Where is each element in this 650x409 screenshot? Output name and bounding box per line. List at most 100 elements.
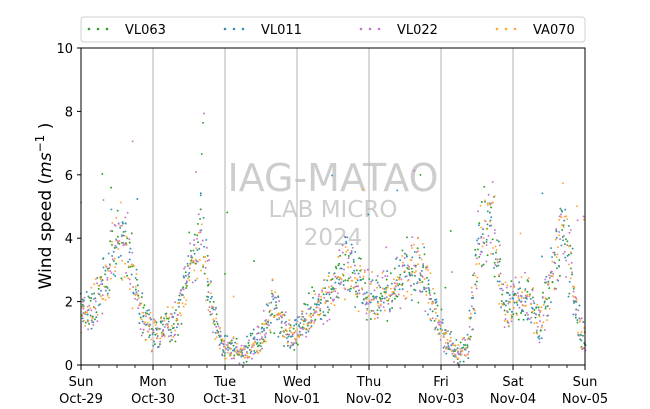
data-point — [247, 341, 250, 344]
data-point — [171, 313, 173, 315]
data-point — [128, 258, 131, 261]
data-point — [499, 272, 502, 275]
data-point — [318, 300, 321, 303]
data-point — [372, 297, 375, 300]
data-point — [467, 350, 470, 353]
data-point — [556, 267, 558, 270]
data-point — [200, 243, 203, 246]
data-point — [298, 315, 301, 318]
data-point — [493, 195, 496, 198]
data-point — [480, 265, 483, 268]
data-point — [382, 270, 385, 272]
data-point — [114, 244, 117, 247]
data-point — [436, 304, 439, 307]
data-point — [507, 292, 510, 295]
data-point — [512, 306, 515, 309]
data-point — [569, 244, 572, 247]
data-point — [232, 295, 235, 298]
data-point — [140, 302, 143, 305]
data-point — [436, 314, 439, 317]
data-point — [201, 239, 204, 242]
data-point — [330, 291, 333, 294]
data-point — [349, 290, 351, 293]
data-point — [443, 345, 446, 348]
data-point — [89, 299, 92, 302]
data-point — [278, 316, 281, 319]
data-point — [256, 341, 259, 344]
data-point — [433, 328, 436, 331]
data-point — [383, 297, 386, 300]
data-point — [246, 346, 249, 349]
data-point — [148, 324, 151, 327]
data-point — [342, 284, 345, 286]
data-point — [263, 339, 266, 342]
data-point — [389, 272, 392, 275]
data-point — [426, 266, 429, 269]
data-point — [436, 321, 439, 324]
data-point — [522, 318, 525, 321]
data-point — [209, 310, 212, 313]
data-point — [565, 275, 567, 278]
legend-frame — [80, 16, 586, 43]
data-point — [326, 291, 329, 294]
data-point — [498, 260, 501, 263]
data-point — [577, 331, 580, 334]
data-point — [81, 305, 84, 308]
data-point — [169, 328, 172, 331]
data-point — [224, 352, 226, 354]
data-point — [119, 226, 122, 229]
data-point — [347, 257, 350, 260]
data-point — [384, 275, 387, 277]
legend: VL063 VL011 VL022 VA070 — [80, 16, 586, 43]
data-point — [540, 306, 543, 309]
data-point — [368, 299, 371, 302]
data-point — [146, 309, 149, 312]
data-point — [322, 287, 325, 290]
data-point — [287, 335, 290, 338]
data-point — [306, 303, 309, 306]
data-point — [362, 293, 365, 296]
data-point — [475, 263, 478, 266]
data-point — [508, 324, 510, 327]
data-point — [285, 320, 288, 323]
data-point — [341, 251, 344, 254]
data-point — [349, 276, 352, 279]
data-point — [334, 290, 337, 293]
data-point — [167, 320, 170, 323]
data-point — [520, 296, 523, 299]
data-point — [170, 331, 173, 334]
data-point — [248, 344, 250, 347]
data-point — [127, 277, 130, 280]
data-point — [548, 297, 551, 299]
data-point — [215, 336, 218, 339]
data-point — [572, 287, 575, 290]
data-point — [379, 309, 382, 312]
data-point — [271, 295, 274, 298]
data-point — [205, 246, 208, 249]
data-point — [453, 361, 455, 363]
data-point — [511, 290, 514, 293]
data-point — [307, 308, 310, 311]
data-point — [312, 296, 314, 299]
x-tick-label: Nov-05 — [562, 392, 608, 407]
data-point — [204, 255, 207, 258]
data-point — [464, 348, 467, 351]
data-point — [452, 349, 455, 352]
data-point — [197, 241, 200, 244]
data-point — [139, 328, 142, 331]
data-point — [385, 289, 388, 292]
data-point — [551, 275, 554, 278]
data-point — [491, 238, 494, 241]
data-point — [202, 112, 205, 115]
data-point — [423, 246, 426, 249]
data-point — [286, 344, 289, 347]
data-point — [428, 291, 431, 294]
data-point — [203, 272, 206, 275]
data-point — [374, 313, 377, 316]
data-point — [104, 298, 107, 301]
data-point — [330, 288, 333, 290]
data-point — [261, 341, 264, 344]
data-point — [215, 306, 217, 309]
data-point — [561, 236, 564, 238]
data-point — [279, 330, 282, 333]
